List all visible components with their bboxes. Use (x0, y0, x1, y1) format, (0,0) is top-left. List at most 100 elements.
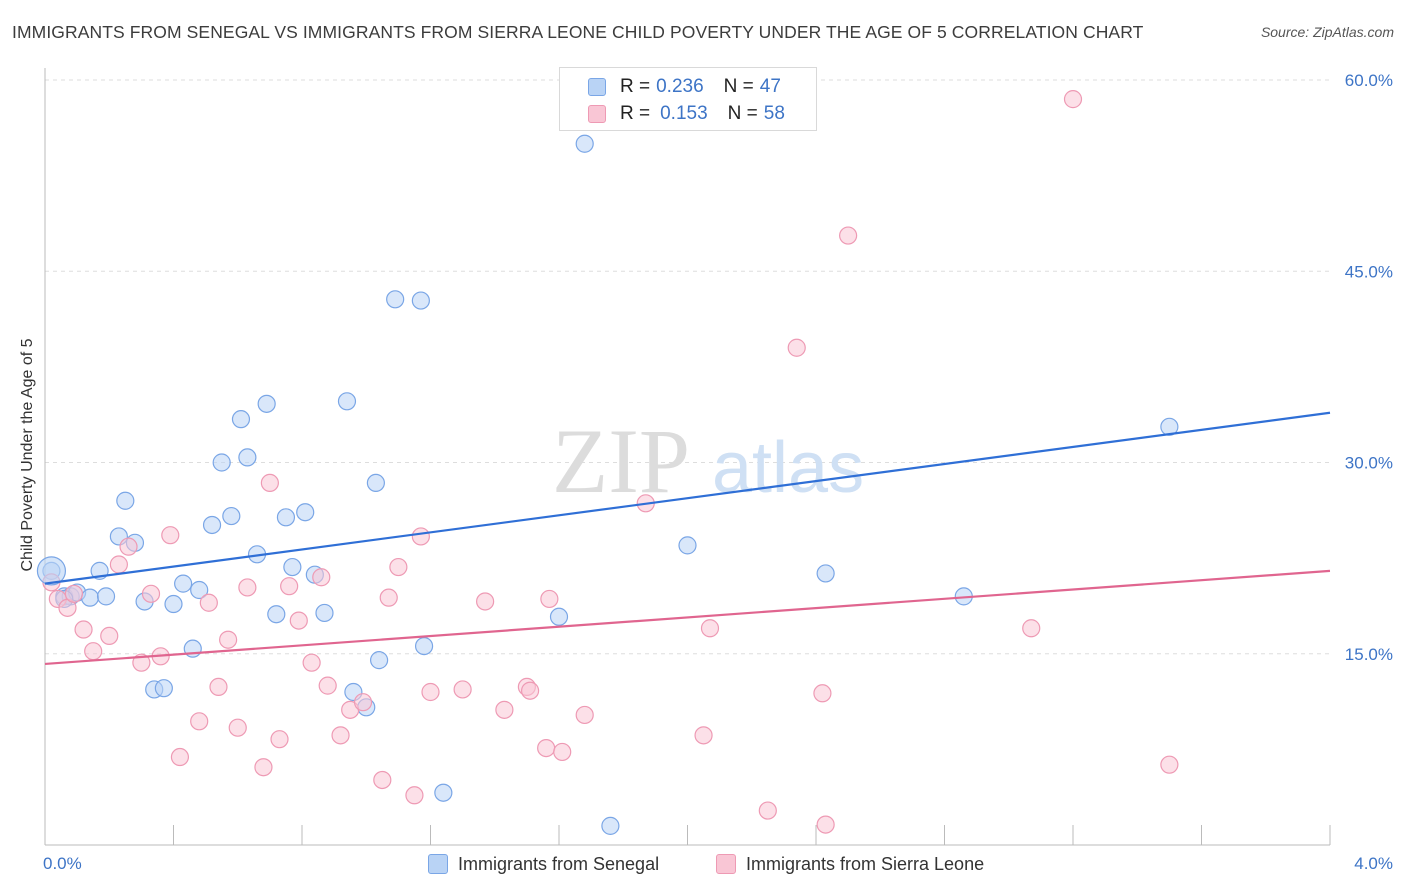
senegal-n-value: 47 (759, 76, 781, 97)
grid-layer (45, 79, 1330, 655)
sierra-leone-point (238, 578, 257, 597)
senegal-legend-swatch (428, 854, 448, 874)
senegal-point (370, 651, 389, 670)
senegal-point (678, 536, 697, 555)
senegal-point (411, 291, 430, 310)
sierra-leone-point (270, 730, 289, 749)
bottom-legend-sierra-leone: Immigrants from Sierra Leone (716, 852, 984, 876)
senegal-point (96, 587, 116, 606)
correlation-legend: R = 0.236 N = 47 R = 0.153 N = 58 (559, 67, 817, 131)
senegal-point (283, 557, 302, 577)
senegal-swatch (588, 78, 606, 96)
sierra-leone-point (575, 705, 594, 725)
sierra-leone-point (199, 593, 218, 612)
r-label: R = (620, 103, 651, 124)
sierra-leone-point (816, 815, 835, 834)
sierra-leone-point (190, 712, 209, 731)
sierra-leone-swatch (588, 105, 606, 123)
senegal-point (174, 574, 193, 593)
senegal-point (257, 394, 276, 413)
sierra-leone-legend-label: Immigrants from Sierra Leone (746, 853, 985, 874)
senegal-trend-line (44, 411, 1331, 585)
senegal-point (386, 290, 405, 309)
senegal-point (231, 410, 251, 429)
senegal-point (80, 588, 100, 607)
senegal-legend-label: Immigrants from Senegal (458, 853, 660, 874)
x-tick-label: 0.0% (43, 854, 82, 873)
senegal-point (1160, 417, 1179, 436)
sierra-leone-point (119, 537, 138, 556)
senegal-point (549, 607, 569, 626)
y-tick-label: 60.0% (1345, 71, 1393, 90)
senegal-point (222, 506, 241, 526)
senegal-point (267, 605, 286, 624)
sierra-leone-point (553, 742, 572, 762)
sierra-leone-point (694, 726, 713, 745)
sierra-leone-point (84, 642, 103, 661)
sierra-leone-point (289, 611, 308, 630)
sierra-leone-point (353, 693, 373, 712)
r-label: R = (620, 76, 651, 97)
sierra-leone-point (109, 555, 128, 574)
sierra-leone-point (520, 681, 540, 700)
watermark-atlas: atlas (712, 428, 864, 508)
senegal-point-large (36, 556, 67, 586)
sierra-leone-point (700, 619, 720, 638)
sierra-leone-point (64, 584, 84, 603)
sierra-leone-point (100, 626, 119, 646)
sierra-leone-point (254, 758, 273, 777)
sierra-leone-point (209, 677, 228, 697)
sierra-leone-point (839, 226, 858, 245)
sierra-leone-point (1022, 619, 1041, 638)
trend-layer (44, 411, 1331, 666)
legend-row-senegal: R = 0.236 N = 47 (588, 75, 781, 99)
sierra-leone-point (405, 786, 424, 805)
sierra-leone-point (373, 770, 392, 790)
sierra-leone-point (302, 653, 321, 672)
sierra-leone-point (540, 589, 559, 609)
senegal-point (202, 515, 222, 535)
senegal-r-value: 0.236 (656, 76, 704, 97)
sierra-leone-point (379, 588, 398, 607)
sierra-leone-point (411, 527, 430, 546)
senegal-point (154, 679, 173, 698)
senegal-point (434, 783, 453, 802)
sierra-leone-point (758, 801, 777, 820)
points-layer (36, 70, 1179, 835)
sierra-leone-point (813, 684, 832, 703)
sierra-leone-point (132, 653, 151, 672)
y-tick-label: 45.0% (1345, 262, 1393, 281)
ticks-layer: 15.0% 30.0% 45.0% 60.0% 0.0% 4.0% (43, 71, 1393, 873)
sierra-leone-point (537, 738, 556, 758)
sierra-leone-point (476, 592, 495, 611)
sierra-leone-point (228, 718, 247, 737)
sierra-leone-point (787, 338, 806, 357)
y-axis-label: Child Poverty Under the Age of 5 (19, 338, 36, 572)
sierra-leone-legend-swatch (716, 854, 736, 874)
n-label: N = (723, 76, 754, 97)
source-label: Source: ZipAtlas.com (1260, 24, 1394, 40)
x-tick-label: 4.0% (1354, 854, 1393, 873)
senegal-point (190, 580, 209, 600)
sierra-leone-point (219, 630, 238, 649)
sierra-leone-point (74, 620, 93, 639)
senegal-point (296, 503, 315, 522)
sierra-leone-point (331, 726, 350, 745)
watermark: ZIP (552, 410, 690, 512)
sierra-leone-point (453, 680, 472, 699)
sierra-leone-n-value: 58 (763, 103, 785, 124)
senegal-point (601, 816, 620, 835)
legend-row-sierra-leone: R = 0.153 N = 58 (588, 102, 785, 126)
sierra-leone-point (260, 473, 279, 492)
senegal-point (238, 448, 257, 467)
bottom-legend-senegal: Immigrants from Senegal (428, 852, 659, 876)
senegal-point (212, 453, 231, 472)
sierra-leone-point (312, 568, 331, 587)
sierra-leone-point (389, 557, 408, 577)
sierra-leone-point (161, 526, 180, 545)
senegal-point (116, 491, 135, 510)
n-label: N = (727, 103, 758, 124)
senegal-point (276, 508, 296, 527)
senegal-point (414, 636, 434, 656)
